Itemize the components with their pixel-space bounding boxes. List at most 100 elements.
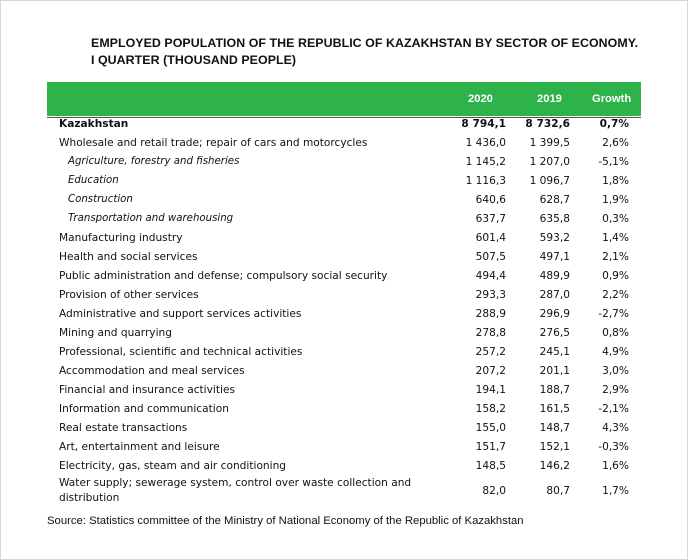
value-2020: 207,2 [475,364,506,377]
value-2020: 8 794,1 [461,117,506,130]
value-2019: 80,7 [546,485,570,497]
value-2019: 146,2 [539,459,570,472]
table-row: Water supply; sewerage system, control o… [47,475,641,507]
table-row: Real estate transactions 155,0 148,7 4,3% [47,418,641,437]
value-2019: 245,1 [539,345,570,358]
row-label: Education [68,175,119,186]
value-2020: 194,1 [475,383,506,396]
value-2019: 188,7 [539,383,570,396]
table-row: Education 1 116,3 1 096,7 1,8% [47,171,641,190]
row-label: Construction [68,194,133,205]
chart-title-line-2: I QUARTER (THOUSAND PEOPLE) [91,53,297,67]
value-2020: 158,2 [475,402,506,415]
value-2019: 1 207,0 [529,155,570,168]
chart-title: EMPLOYED POPULATION OF THE REPUBLIC OF K… [91,35,651,69]
value-2019: 148,7 [539,421,570,434]
table-row: Art, entertainment and leisure 151,7 152,1… [47,437,641,456]
row-label: Kazakhstan [59,117,129,130]
growth-value: 1,6% [602,459,629,472]
table-row: Transportation and warehousing 637,7 635,8… [47,209,641,228]
value-2019: 1 399,5 [529,136,570,149]
value-2020: 507,5 [475,250,506,263]
table-row: Professional, scientific and technical a… [47,342,641,361]
growth-value: 1,4% [602,231,629,244]
column-header-2020: 2020 [468,93,493,105]
value-2019: 161,5 [539,402,570,415]
row-label: Professional, scientific and technical a… [59,345,303,358]
growth-value: 2,9% [602,383,629,396]
table-row: Accommodation and meal services 207,2 201,… [47,361,641,380]
row-label: Manufacturing industry [59,231,183,244]
value-2020: 155,0 [475,421,506,434]
value-2019: 593,2 [539,231,570,244]
value-2019: 635,8 [539,212,570,225]
value-2020: 151,7 [475,440,506,453]
value-2020: 637,7 [475,212,506,225]
growth-value: 2,2% [602,288,629,301]
growth-value: -2,7% [598,307,629,320]
value-2020: 293,3 [475,288,506,301]
value-2019: 489,9 [539,269,570,282]
value-2020: 494,4 [475,269,506,282]
header-rule [47,117,641,118]
data-table: Kazakhstan 8 794,1 8 732,6 0,7% Wholesale an… [47,114,641,507]
value-2019: 201,1 [539,364,570,377]
value-2020: 278,8 [475,326,506,339]
row-label: Agriculture, forestry and fisheries [68,156,240,167]
source-note: Source: Statistics committee of the Mini… [47,515,524,527]
value-2019: 497,1 [539,250,570,263]
column-header-growth: Growth [592,93,632,105]
growth-value: 3,0% [602,364,629,377]
growth-value: 2,1% [602,250,629,263]
chart-title-line-1: EMPLOYED POPULATION OF THE REPUBLIC OF K… [91,36,639,50]
row-label: Accommodation and meal services [59,364,245,377]
column-header-2019: 2019 [537,93,562,105]
table-row: Manufacturing industry 601,4 593,2 1,4% [47,228,641,247]
value-2019: 296,9 [539,307,570,320]
table-row: Agriculture, forestry and fisheries 1 145… [47,152,641,171]
growth-value: 2,6% [602,136,629,149]
value-2019: 287,0 [539,288,570,301]
row-label: Financial and insurance activities [59,383,235,396]
table-row: Health and social services 507,5 497,1 2,1% [47,247,641,266]
row-label: Information and communication [59,402,229,415]
row-label: Mining and quarrying [59,326,172,339]
growth-value: 4,9% [602,345,629,358]
value-2020: 601,4 [475,231,506,244]
growth-value: 0,3% [602,212,629,225]
value-2020: 1 145,2 [465,155,506,168]
table-row: Electricity, gas, steam and air conditio… [47,456,641,475]
table-header-band [47,82,641,116]
growth-value: 0,8% [602,326,629,339]
value-2020: 257,2 [475,345,506,358]
growth-value: 4,3% [602,421,629,434]
table-row: Public administration and defense; compu… [47,266,641,285]
value-2020: 640,6 [475,193,506,206]
growth-value: 0,7% [599,117,629,130]
growth-value: -2,1% [598,402,629,415]
value-2019: 1 096,7 [529,174,570,187]
row-label: Health and social services [59,250,198,263]
table-row: Administrative and support services acti… [47,304,641,323]
row-label: Transportation and warehousing [68,213,234,224]
growth-value: -5,1% [598,155,629,168]
table-row: Provision of other services 293,3 287,0 2,2… [47,285,641,304]
table-row: Financial and insurance activities 194,1 1… [47,380,641,399]
table-row: Wholesale and retail trade; repair of ca… [47,133,641,152]
row-label: Real estate transactions [59,421,188,434]
row-label: Administrative and support services acti… [59,307,302,320]
value-2020: 148,5 [475,459,506,472]
table-row: Information and communication 158,2 161,5 -… [47,399,641,418]
value-2020: 1 436,0 [465,136,506,149]
row-label: Electricity, gas, steam and air conditio… [59,459,287,472]
row-label: Art, entertainment and leisure [59,440,220,453]
value-2020: 1 116,3 [465,174,506,187]
growth-value: 0,9% [602,269,629,282]
value-2019: 152,1 [539,440,570,453]
value-2020: 288,9 [475,307,506,320]
data-table-body: Kazakhstan 8 794,1 8 732,6 0,7% Wholesale an… [47,114,641,507]
growth-value: -0,3% [598,440,629,453]
value-2019: 276,5 [539,326,570,339]
growth-value: 1,9% [602,193,629,206]
growth-value: 1,8% [602,174,629,187]
